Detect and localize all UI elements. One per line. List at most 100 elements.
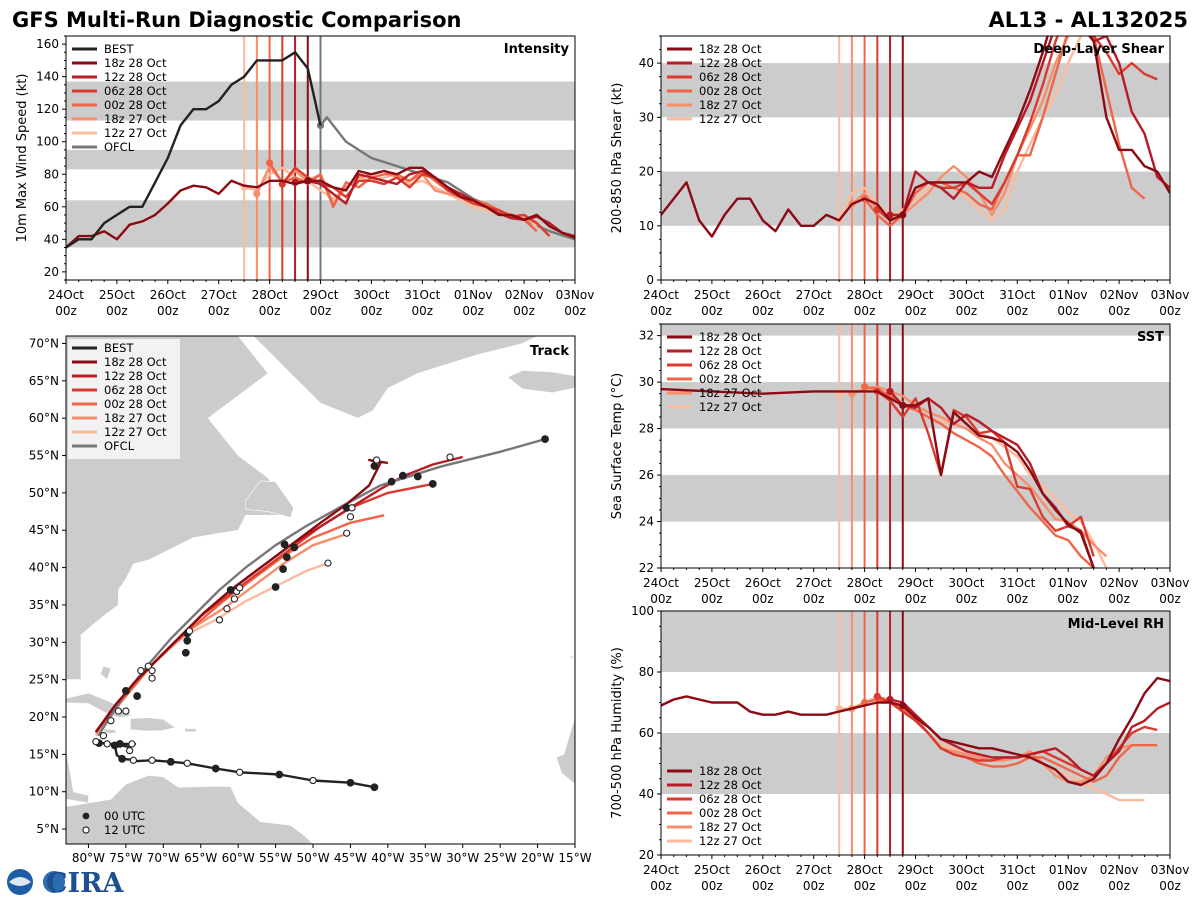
track-marker-00z: [541, 435, 549, 443]
intensity-xtick-day: 26Oct: [150, 288, 186, 302]
track-marker-00z: [181, 648, 190, 657]
shear-xtick-hour: 00z: [1108, 304, 1130, 318]
track-ytick-label-6: 35°N: [29, 598, 59, 612]
shear-ytick-label-30: 30: [639, 110, 654, 124]
intensity-ylabel: 10m Max Wind Speed (kt): [15, 74, 30, 243]
intensity-legend-label-5: 18z 27 Oct: [104, 112, 167, 126]
shear-legend-label-0: 18z 28 Oct: [699, 42, 762, 56]
sst-xtick-day: 29Oct: [897, 576, 933, 590]
intensity-xtick-day: 31Oct: [404, 288, 440, 302]
track-xtick-label-11: 25°W: [484, 851, 517, 865]
sst-xtick-label-4: 28Oct 00z: [847, 576, 883, 606]
sst-xtick-hour: 00z: [1159, 592, 1181, 606]
track-marker-00z: [290, 543, 299, 552]
track-marker-12z: [185, 627, 194, 635]
track-xtick-label-10: 30°W: [446, 851, 479, 865]
track-marker-12z: [129, 756, 138, 764]
sst-xtick-label-3: 27Oct 00z: [796, 576, 832, 606]
shear-xtick-label-8: 01Nov 00z: [1049, 288, 1088, 318]
intensity-ytick-label-160: 160: [36, 37, 59, 51]
intensity-xtick-day: 29Oct: [302, 288, 338, 302]
shear-xtick-hour: 00z: [1159, 304, 1181, 318]
track-marker-12z: [148, 756, 156, 764]
track-ytick-label-1: 10°N: [29, 785, 59, 799]
sst-legend-label-1: 12z 28 Oct: [699, 344, 762, 358]
intensity-xtick-label-4: 28Oct 00z: [252, 288, 288, 318]
intensity-xtick-label-8: 01Nov 00z: [454, 288, 493, 318]
intensity-ytick-label-120: 120: [36, 102, 59, 116]
track-marker-12z: [103, 740, 111, 748]
rh-ylabel: 700-500 hPa Humidity (%): [610, 647, 625, 819]
shear-xtick-hour: 00z: [1007, 304, 1029, 318]
track-ytick-label-3: 20°N: [29, 710, 59, 724]
track-xtick-label-3: 65°W: [184, 851, 217, 865]
track-xtick-label-8: 40°W: [371, 851, 404, 865]
track-marker-12z: [309, 776, 317, 785]
track-marker-12z: [114, 707, 123, 715]
track-marker-12z: [107, 717, 115, 725]
sst-band-0: [661, 475, 1170, 522]
intensity-xtick-day: 25Oct: [99, 288, 135, 302]
shear-xtick-day: 31Oct: [999, 288, 1035, 302]
sst-ytick-label-28: 28: [639, 422, 654, 436]
rh-xtick-day: 03Nov: [1151, 863, 1190, 877]
track-marker-00z: [271, 583, 280, 591]
shear-panel-title: Deep-Layer Shear: [1033, 42, 1164, 57]
track-legend-00z-label: 00 UTC: [104, 809, 145, 823]
shear-legend-label-1: 12z 28 Oct: [699, 56, 762, 70]
track-marker-12z: [343, 529, 351, 537]
sst-series-group: [661, 383, 1108, 568]
shear-xtick-day: 28Oct: [847, 288, 883, 302]
shear-ytick-label-10: 10: [639, 219, 654, 233]
sst-xtick-day: 31Oct: [999, 576, 1035, 590]
sst-ytick-label-30: 30: [639, 375, 654, 389]
figure-title-left: GFS Multi-Run Diagnostic Comparison: [12, 8, 461, 32]
track-xtick-label-9: 35°W: [409, 851, 442, 865]
track-marker-00z: [166, 757, 175, 766]
intensity-xtick-day: 24Oct: [48, 288, 84, 302]
shear-ytick-label-20: 20: [639, 165, 654, 179]
rh-xtick-hour: 00z: [905, 879, 927, 893]
rh-xtick-label-1: 25Oct 00z: [694, 863, 730, 893]
sst-xtick-hour: 00z: [854, 592, 876, 606]
rh-xtick-day: 31Oct: [999, 863, 1035, 877]
rh-xtick-label-3: 27Oct 00z: [796, 863, 832, 893]
track-marker-00z: [279, 565, 287, 573]
rh-xtick-label-10: 03Nov 00z: [1151, 863, 1190, 893]
track-marker-12z: [324, 559, 332, 567]
shear-xtick-label-9: 02Nov 00z: [1100, 288, 1139, 318]
track-marker-12z: [183, 759, 191, 767]
rh-xtick-day: 24Oct: [643, 863, 679, 877]
sst-xtick-label-5: 29Oct 00z: [897, 576, 933, 606]
track-ytick-label-13: 70°N: [29, 336, 59, 350]
track-legend-00z-marker: [82, 812, 90, 820]
intensity-xtick-label-6: 30Oct 00z: [353, 288, 389, 318]
sst-band-2: [661, 324, 1170, 336]
track-panel: 80°W 75°W 70°W 65°W 60°W 55°W 50°W 45°W 40°W 35°W…: [29, 335, 592, 865]
shear-xtick-day: 27Oct: [796, 288, 832, 302]
track-frame: [65, 335, 576, 845]
track-marker-00z: [211, 764, 220, 773]
track-ytick-label-10: 55°N: [29, 449, 59, 463]
track-xtick-label-4: 60°W: [222, 851, 255, 865]
intensity-ytick-label-40: 40: [44, 232, 59, 246]
sst-xtick-hour: 00z: [701, 592, 723, 606]
track-marker-12z: [348, 504, 356, 512]
track-xtick-label-5: 55°W: [259, 851, 292, 865]
intensity-xtick-day: 27Oct: [201, 288, 237, 302]
newfoundland-land: [245, 480, 294, 518]
track-marker-12z: [372, 456, 381, 464]
sst-panel-title: SST: [1137, 330, 1164, 345]
rh-xtick-day: 29Oct: [897, 863, 933, 877]
intensity-xtick-label-9: 02Nov 00z: [505, 288, 544, 318]
puerto-rico-land: [183, 727, 197, 733]
sst-xtick-day: 02Nov: [1100, 576, 1139, 590]
rh-init-dot-18z-28-oct: [899, 701, 907, 710]
shear-xtick-day: 01Nov: [1049, 288, 1088, 302]
track-marker-12z: [125, 746, 134, 755]
track-marker-12z: [236, 584, 244, 592]
track-legend-label-2: 12z 28 Oct: [104, 369, 167, 383]
sst-ytick-label-22: 22: [639, 561, 654, 575]
